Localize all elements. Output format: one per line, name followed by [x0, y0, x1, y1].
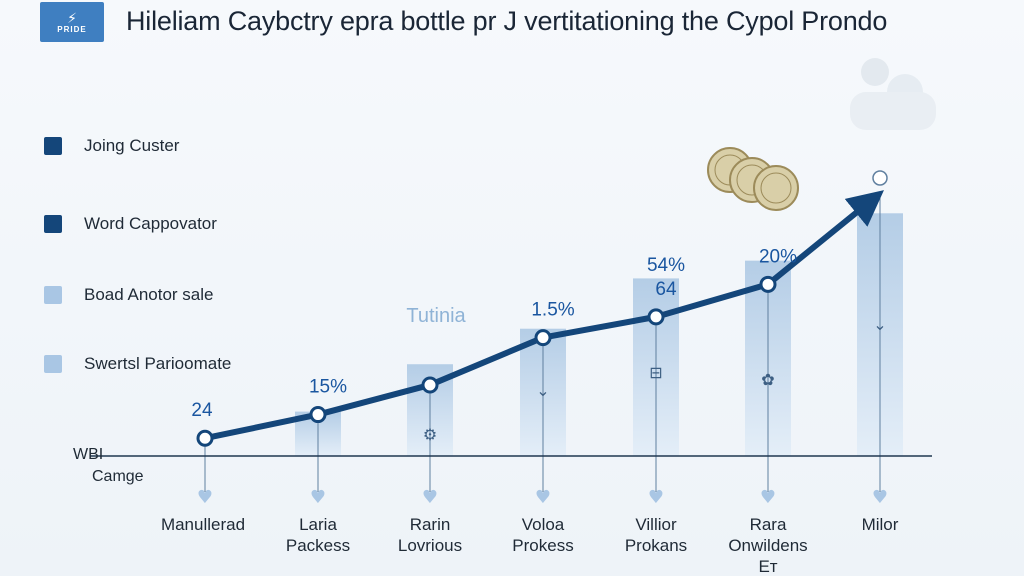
data-label: 64 [655, 279, 677, 300]
heart-icon: ♥ [197, 487, 213, 508]
legend-swatch [44, 215, 62, 233]
lightning-bolt-icon: ⚡ [67, 9, 77, 26]
tick-label: Laria [299, 515, 337, 534]
coin-icon [753, 165, 799, 211]
data-label: 24 [191, 400, 213, 421]
axis-label: Camge [92, 468, 144, 485]
heart-icon: ♥ [648, 487, 664, 508]
tick-label: E⁣ᴛ [758, 557, 777, 576]
tick-label: Onwildens [728, 536, 807, 555]
bar-icon: ⚙ [423, 425, 437, 444]
legend-swatch [44, 286, 62, 304]
legend-item: Boad Anotor sale [44, 285, 213, 305]
tick-label: Voloa [522, 515, 565, 534]
bar-icon: ✿ [761, 370, 774, 389]
data-label: 20% [759, 246, 797, 267]
decor-shape [861, 58, 889, 86]
brand-logo: ⚡ PRIDE [40, 2, 104, 42]
axis-label: WBI [73, 446, 103, 463]
line-marker [647, 308, 665, 326]
data-label: 54% [647, 255, 685, 276]
legend-item: Word Cappovator [44, 214, 217, 234]
decor-shape [850, 92, 936, 130]
legend-label: Boad Anotor sale [84, 285, 214, 304]
heart-icon: ♥ [422, 487, 438, 508]
bar-icon: ⌄ [536, 381, 549, 400]
line-marker [534, 329, 552, 347]
line-marker [196, 429, 214, 447]
data-label: 1.5% [531, 300, 574, 321]
tick-label: Prokans [625, 536, 687, 555]
heart-icon: ♥ [535, 487, 551, 508]
line-marker [759, 275, 777, 293]
logo-text: PRIDE [57, 24, 87, 34]
legend-label: Joing Custer [84, 136, 180, 155]
coin-icon [760, 172, 792, 204]
heart-icon: ♥ [310, 487, 326, 508]
tick-label: Lovrious [398, 536, 462, 555]
chart-title: Hileliam Caybctry epra bottle pr J verti… [126, 6, 888, 36]
legend-item: Swertsl Parioomate [44, 354, 231, 374]
bar-icon: ⌄ [873, 315, 886, 334]
legend-label: Word Cappovator [84, 214, 217, 233]
legend-swatch [44, 355, 62, 373]
legend-item: Joing Custer [44, 136, 179, 156]
heart-icon: ♥ [872, 487, 888, 508]
annotation: Tutinia [406, 305, 466, 327]
tick-label: Rarin [410, 515, 451, 534]
tick-label: Prokess [512, 536, 573, 555]
tick-label: Rara [750, 515, 787, 534]
tick-label: Milor [862, 515, 899, 534]
line-marker [421, 376, 439, 394]
tick-label: Manullerad [161, 515, 245, 534]
line-marker [872, 170, 888, 186]
bar-icon: ⊟ [649, 363, 662, 382]
legend-label: Swertsl Parioomate [84, 354, 232, 373]
line-marker [309, 406, 327, 424]
data-label: 15% [309, 377, 347, 398]
heart-icon: ♥ [760, 487, 776, 508]
tick-label: Packess [286, 536, 350, 555]
legend-swatch [44, 137, 62, 155]
tick-label: Villior [635, 515, 677, 534]
